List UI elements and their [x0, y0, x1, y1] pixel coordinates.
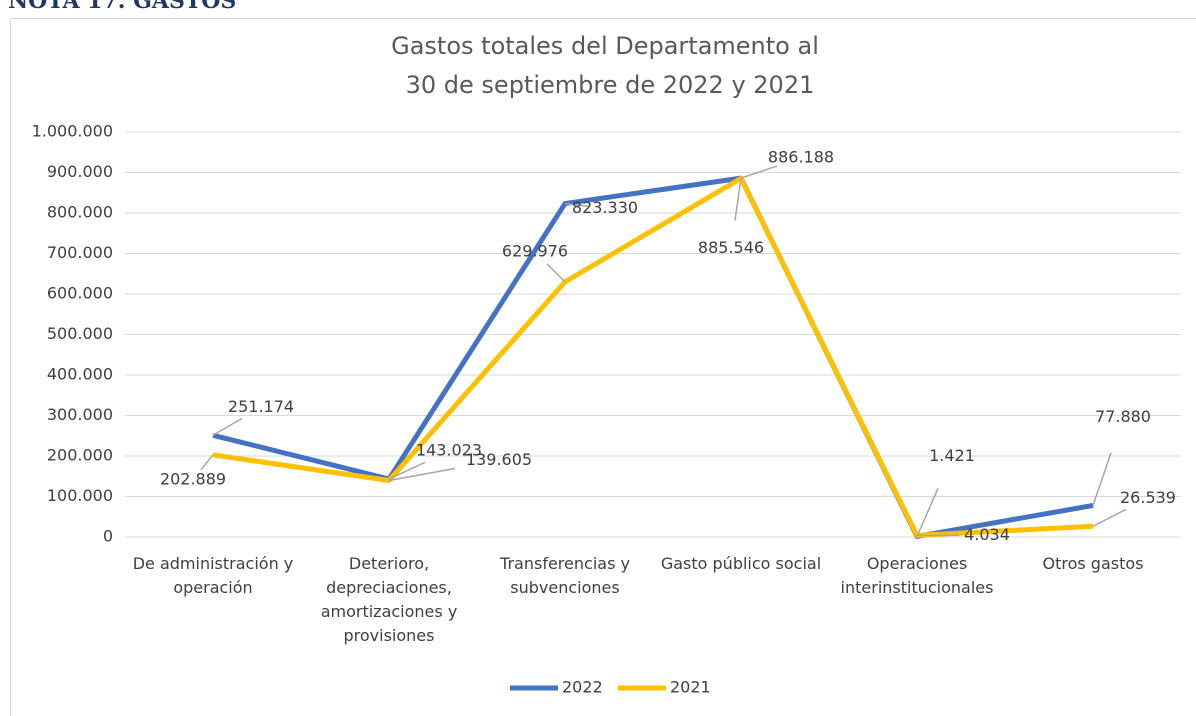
- leader-line: [564, 202, 590, 208]
- data-label: 823.330: [572, 198, 638, 217]
- leader-line: [1092, 508, 1127, 527]
- data-label: 202.889: [160, 469, 226, 488]
- y-tick-label: 400.000: [47, 365, 113, 384]
- legend-label: 2022: [562, 678, 603, 697]
- chart-title: 30 de septiembre de 2022 y 2021: [406, 71, 815, 99]
- heading: NOTA 17. GASTOS: [8, 0, 236, 14]
- series-line: [212, 175, 1094, 538]
- data-label: 26.539: [1120, 488, 1176, 507]
- leader-line: [1092, 452, 1112, 506]
- x-tick-label: Transferencias y subvenciones: [499, 554, 630, 597]
- data-label: 77.880: [1095, 407, 1151, 426]
- y-tick-label: 800.000: [47, 203, 113, 222]
- data-label: 139.605: [466, 450, 532, 469]
- x-tick-label: Gasto público social: [661, 554, 821, 573]
- y-tick-label: 900.000: [47, 162, 113, 181]
- data-label: 886.188: [768, 148, 834, 167]
- chart-title: Gastos totales del Departamento al: [391, 32, 819, 60]
- leader-line: [200, 454, 214, 471]
- leader-line: [546, 263, 566, 283]
- data-label: 251.174: [228, 397, 294, 416]
- data-label: 143.023: [416, 441, 482, 460]
- x-tick-label: Otros gastos: [1043, 554, 1144, 573]
- y-tick-label: 300.000: [47, 405, 113, 424]
- legend-label: 2021: [670, 678, 711, 697]
- leader-line: [916, 488, 939, 537]
- x-tick-label: Deterioro, depreciaciones, amortizaciones …: [321, 554, 458, 645]
- y-tick-label: 500.000: [47, 324, 113, 343]
- x-tick-label: Operaciones interinstitucionales: [841, 554, 994, 597]
- data-label: 4.034: [964, 525, 1010, 544]
- y-tick-label: 100.000: [47, 486, 113, 505]
- leader-line: [212, 417, 243, 436]
- data-label: 629.976: [502, 241, 568, 260]
- leader-line: [740, 165, 778, 179]
- series-line: [212, 175, 1094, 539]
- y-tick-label: 0: [103, 527, 113, 546]
- leader-line: [388, 467, 456, 482]
- y-tick-label: 1.000.000: [32, 122, 113, 141]
- leader-line: [734, 178, 742, 221]
- y-tick-label: 700.000: [47, 243, 113, 262]
- y-tick-label: 600.000: [47, 284, 113, 303]
- data-label: 885.546: [698, 238, 764, 257]
- y-tick-label: 200.000: [47, 446, 113, 465]
- chart-frame: [10, 18, 1196, 716]
- x-tick-label: De administración y operación: [133, 554, 294, 597]
- leader-line: [388, 461, 426, 480]
- data-label: 1.421: [929, 446, 975, 465]
